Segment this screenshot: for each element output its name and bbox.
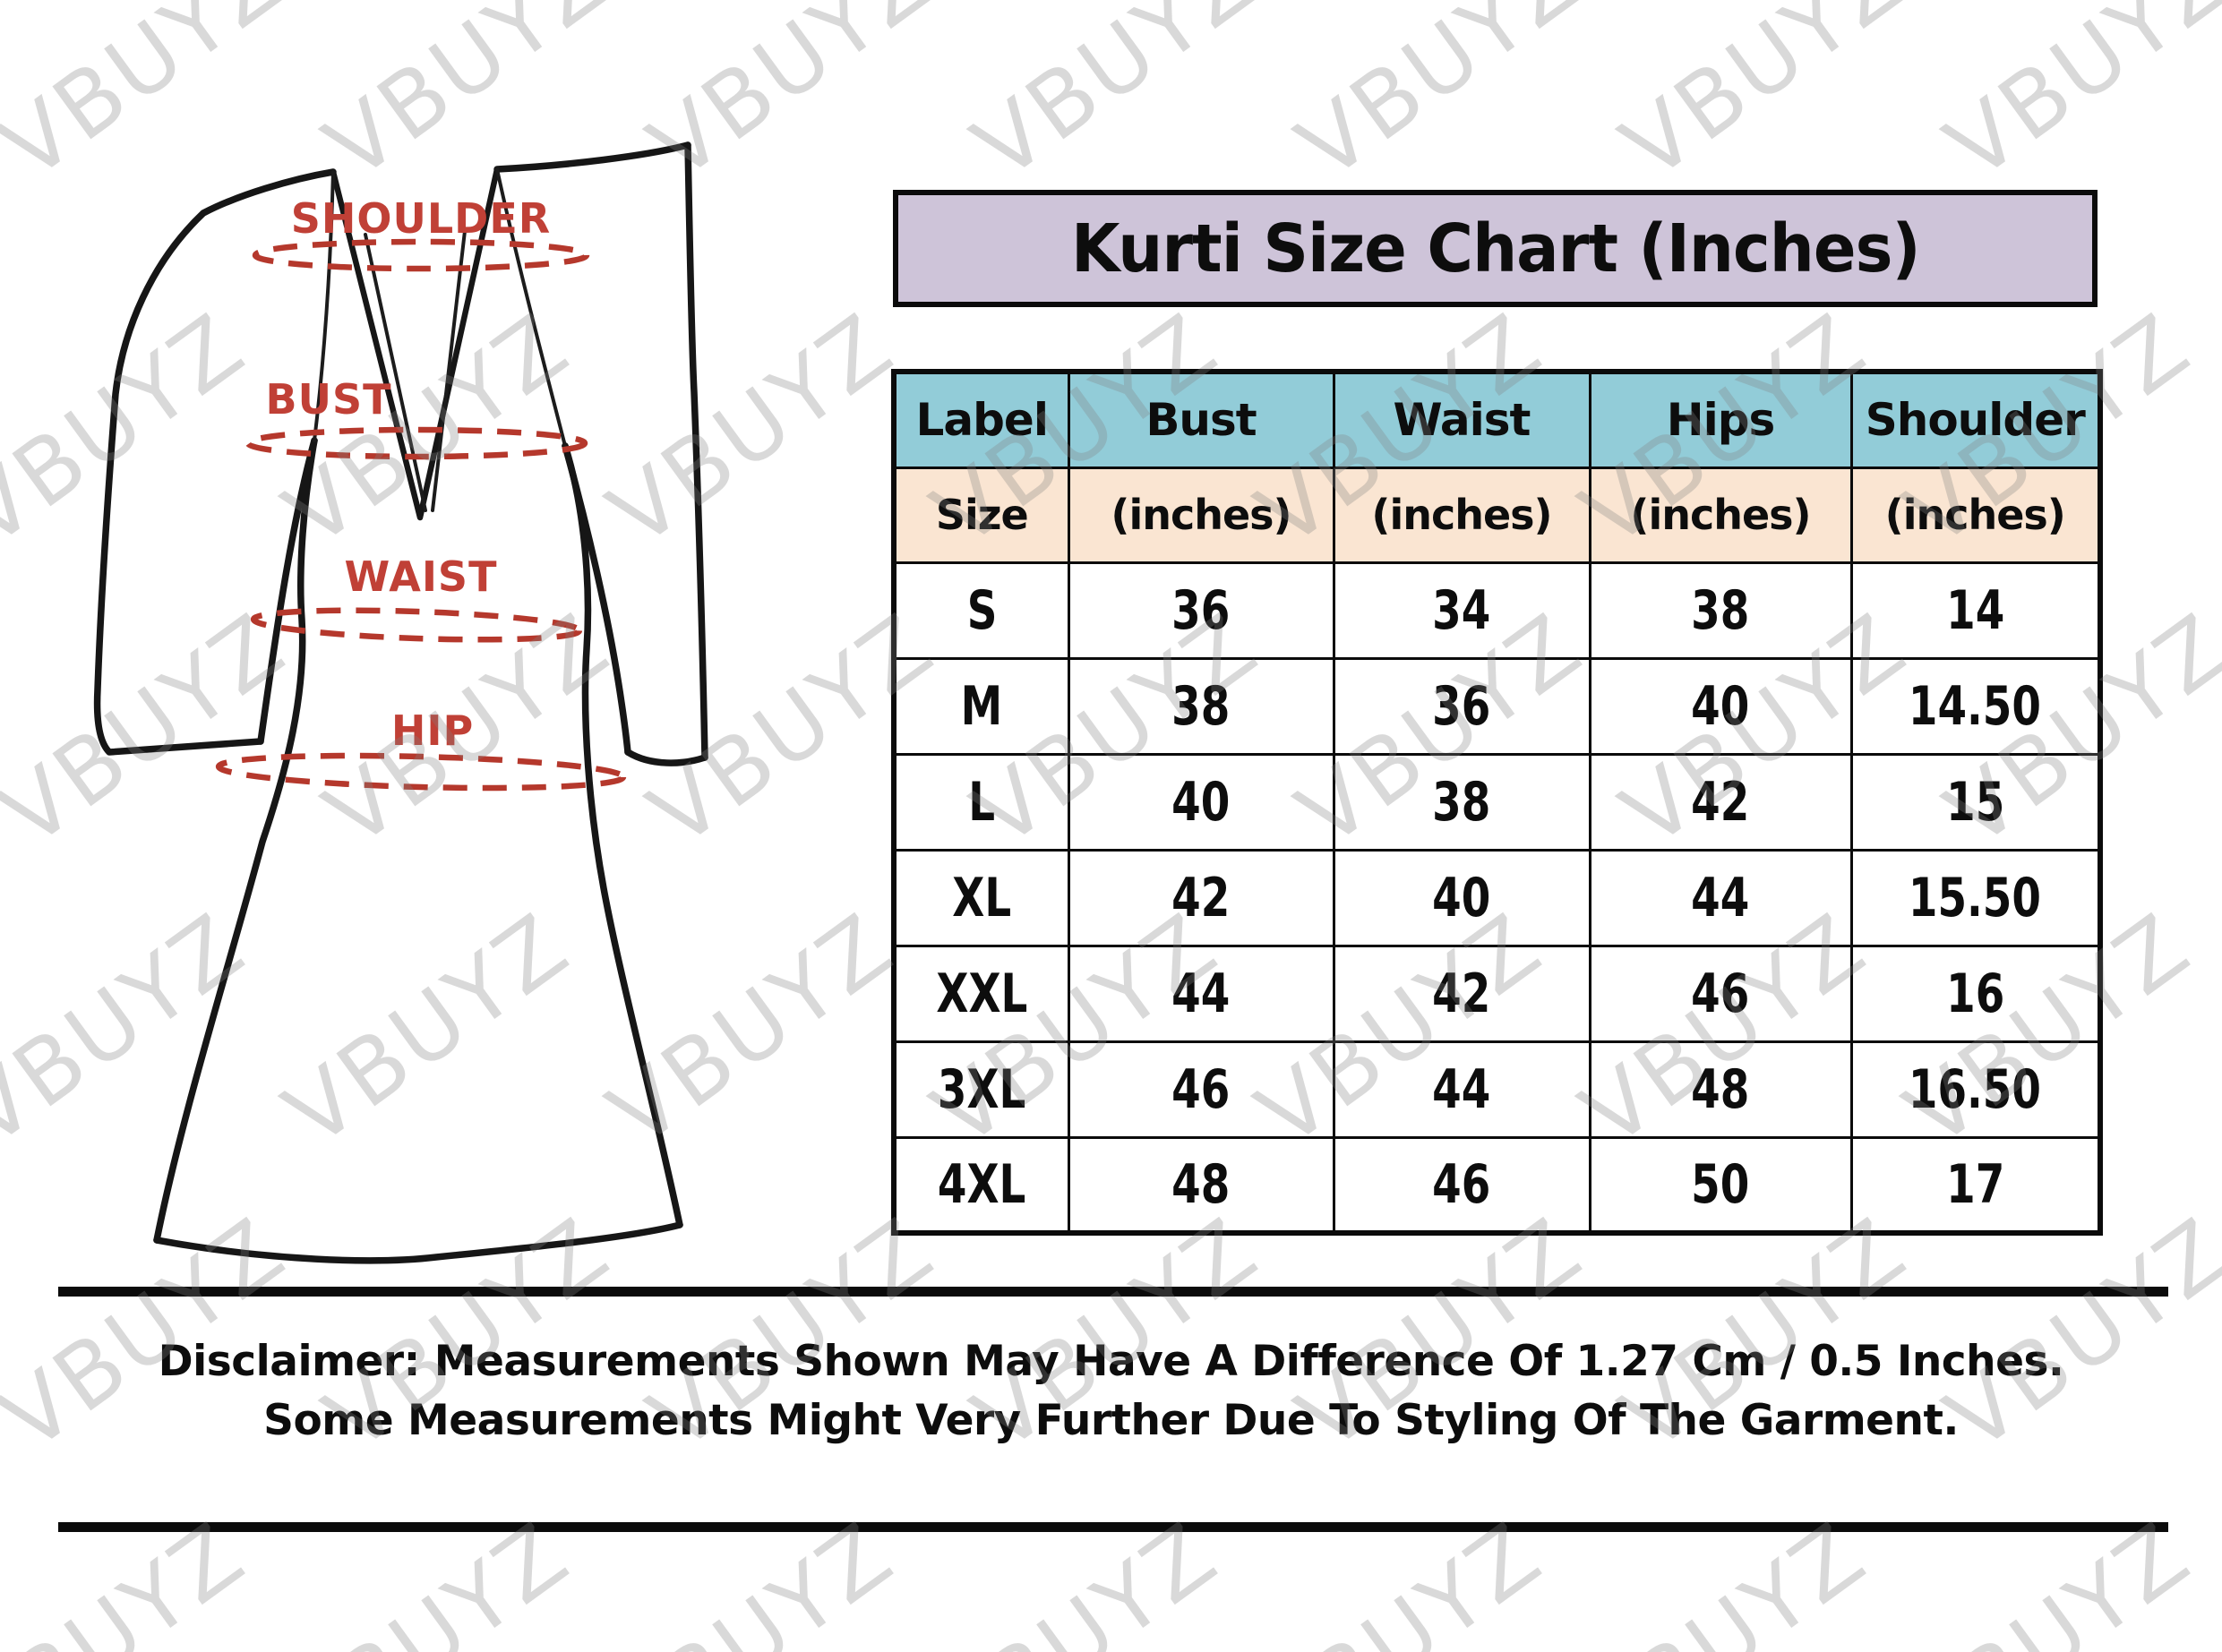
table-row: XL 42 40 44 15.50	[892, 848, 2102, 947]
table-cell: 44	[1067, 944, 1335, 1043]
table-cell: 48	[1588, 1040, 1853, 1139]
table-cell: 15	[1849, 752, 2102, 852]
kurti-right-sleeve-outline	[684, 141, 708, 761]
waist-dashed-line	[250, 607, 583, 643]
disclaimer-line-2: Some Measurements Might Very Further Due…	[263, 1396, 1959, 1445]
table-cell: XXL	[892, 944, 1070, 1043]
table-cell: 44	[1588, 848, 1853, 947]
table-cell: 3XL	[892, 1040, 1070, 1139]
table-row: 4XL 48 46 50 17	[892, 1135, 2102, 1235]
table-row: S 36 34 38 14	[892, 561, 2102, 660]
watermark-text: VBUYZ	[1927, 0, 2222, 201]
kurti-drawing: SHOULDER BUST WAIST HIP	[93, 141, 708, 1264]
table-cell: 48	[1067, 1135, 1335, 1235]
table-cell: 36	[1067, 561, 1335, 660]
table-cell: S	[892, 561, 1070, 660]
kurti-left-shoulder-seam	[313, 170, 335, 442]
table-cell: 14	[1849, 561, 2102, 660]
table-cell: 42	[1067, 848, 1335, 947]
table-cell: 38	[1588, 561, 1853, 660]
column-header-shoulder: Shoulder	[1849, 370, 2102, 469]
waist-label: WAIST	[345, 552, 498, 601]
watermark-text: VBUYZ	[955, 0, 1277, 201]
kurti-hem-outline	[153, 1221, 683, 1264]
table-cell: 4XL	[892, 1135, 1070, 1235]
size-table: Label Bust Waist Hips Shoulder Size (inc…	[891, 369, 2103, 1236]
bust-dashed-line	[245, 426, 588, 460]
hip-label: HIP	[391, 706, 474, 755]
bust-label: BUST	[266, 375, 392, 424]
table-cell: 38	[1067, 656, 1335, 756]
separator-line-top	[58, 1287, 2168, 1297]
table-cell: 34	[1332, 561, 1591, 660]
table-row: M 38 36 40 14.50	[892, 656, 2102, 756]
table-cell: 17	[1849, 1135, 2102, 1235]
table-header-row: Label Bust Waist Hips Shoulder	[892, 370, 2102, 469]
chart-title: Kurti Size Chart (Inches)	[1070, 210, 1921, 287]
kurti-vneck-outline	[330, 166, 501, 521]
kurti-diagram: SHOULDER BUST WAIST HIP	[76, 125, 739, 1280]
table-cell: 50	[1588, 1135, 1853, 1235]
kurti-left-body-outline	[153, 437, 318, 1244]
separator-line-bottom	[58, 1522, 2168, 1532]
table-cell: 46	[1067, 1040, 1335, 1139]
kurti-vneck-placket	[364, 229, 467, 512]
table-row: 3XL 46 44 48 16.50	[892, 1040, 2102, 1139]
table-cell: 14.50	[1849, 656, 2102, 756]
table-cell: 16	[1849, 944, 2102, 1043]
column-header-hips: Hips	[1588, 370, 1853, 469]
kurti-left-inner-sleeve	[257, 437, 318, 745]
shoulder-label: SHOULDER	[291, 194, 551, 243]
column-header-label: Label	[892, 370, 1070, 469]
column-header-waist: Waist	[1332, 370, 1591, 469]
column-header-bust: Bust	[1067, 370, 1335, 469]
subheader-shoulder-units: (inches)	[1849, 466, 2102, 564]
disclaimer: Disclaimer: Measurements Shown May Have …	[0, 1332, 2222, 1451]
kurti-right-cuff	[624, 749, 708, 766]
table-cell: 15.50	[1849, 848, 2102, 947]
kurti-right-shoulder-seam	[495, 167, 567, 448]
disclaimer-line-1: Disclaimer: Measurements Shown May Have …	[158, 1337, 2064, 1386]
hip-dashed-line	[215, 752, 627, 792]
table-cell: 40	[1332, 848, 1591, 947]
table-cell: 40	[1067, 752, 1335, 852]
table-cell: XL	[892, 848, 1070, 947]
watermark-text: VBUYZ	[1279, 0, 1601, 201]
kurti-right-body-outline	[562, 442, 683, 1228]
kurti-right-inner-sleeve	[562, 442, 631, 756]
table-cell: L	[892, 752, 1070, 852]
table-subheader-row: Size (inches) (inches) (inches) (inches)	[892, 466, 2102, 564]
chart-title-bar: Kurti Size Chart (Inches)	[893, 190, 2098, 307]
table-cell: 46	[1588, 944, 1853, 1043]
table-cell: 46	[1332, 1135, 1591, 1235]
subheader-waist-units: (inches)	[1332, 466, 1591, 564]
table-cell: M	[892, 656, 1070, 756]
subheader-bust-units: (inches)	[1067, 466, 1335, 564]
subheader-size: Size	[892, 466, 1070, 564]
table-row: XXL 44 42 46 16	[892, 944, 2102, 1043]
table-cell: 36	[1332, 656, 1591, 756]
shoulder-dashed-line	[252, 238, 590, 272]
watermark-text: VBUYZ	[1603, 0, 1926, 201]
table-cell: 16.50	[1849, 1040, 2102, 1139]
kurti-left-sleeve-outline	[93, 168, 337, 756]
table-row: L 40 38 42 15	[892, 752, 2102, 852]
table-cell: 40	[1588, 656, 1853, 756]
table-cell: 38	[1332, 752, 1591, 852]
table-cell: 44	[1332, 1040, 1591, 1139]
subheader-hips-units: (inches)	[1588, 466, 1853, 564]
table-cell: 42	[1332, 944, 1591, 1043]
kurti-collar-top	[493, 141, 691, 173]
table-cell: 42	[1588, 752, 1853, 852]
